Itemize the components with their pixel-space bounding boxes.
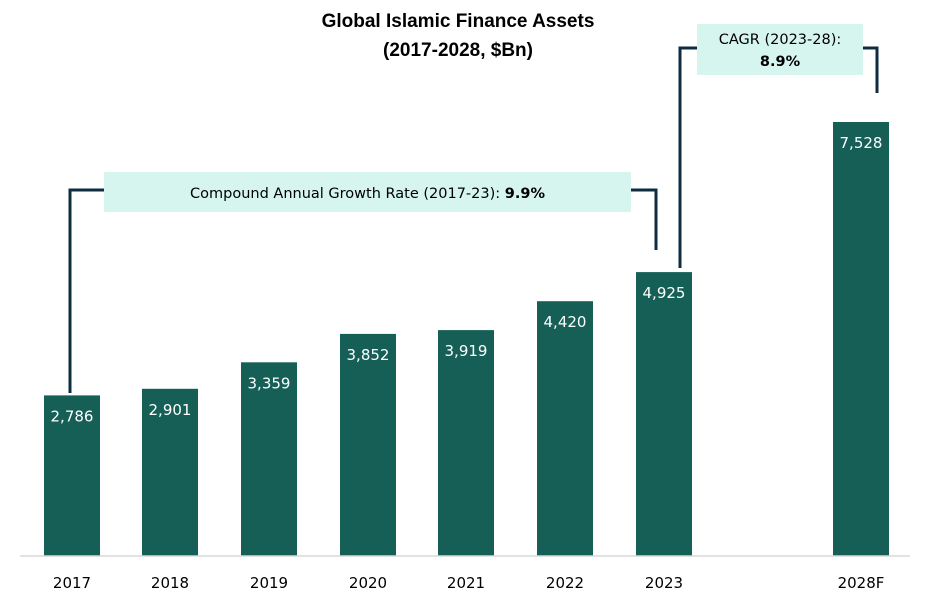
bar-2028f (833, 122, 889, 556)
bar-value-label-2019: 3,359 (248, 374, 291, 392)
cagr-2023-28-annotation: CAGR (2023-28): 8.9% (697, 24, 863, 75)
bar-value-label-2023: 4,925 (643, 284, 686, 302)
cagr-2017-23-value: 9.9% (505, 186, 546, 202)
cagr-2017-23-label: Compound Annual Growth Rate (2017-23): (190, 186, 505, 202)
x-tick-2023: 2023 (645, 574, 683, 592)
cagr-2023-28-value: 8.9% (760, 54, 801, 70)
bar-value-label-2017: 2,786 (51, 407, 94, 425)
bar-2021 (438, 330, 494, 556)
bar-value-label-2028f: 7,528 (840, 134, 883, 152)
chart-title-line-2: (2017-2028, $Bn) (383, 40, 533, 61)
bar-2018 (142, 388, 198, 556)
bar-value-label-2021: 3,919 (445, 342, 488, 360)
bar-2022 (537, 301, 593, 556)
cagr-2017-23-text: Compound Annual Growth Rate (2017-23): 9… (190, 186, 545, 202)
x-tick-2020: 2020 (349, 574, 387, 592)
bar-value-label-2018: 2,901 (149, 401, 192, 419)
bar-value-label-2020: 3,852 (347, 346, 390, 364)
bar-2020 (340, 333, 396, 556)
cagr-brackets (68, 46, 879, 393)
chart-title-line-1: Global Islamic Finance Assets (322, 11, 595, 32)
cagr-2023-28-label: CAGR (2023-28): (719, 32, 842, 48)
bar-value-label-2022: 4,420 (544, 313, 587, 331)
chart-title: Global Islamic Finance Assets (2017-2028… (322, 11, 595, 61)
bracket-2017-2023 (68, 188, 658, 393)
x-tick-2022: 2022 (546, 574, 584, 592)
cagr-2017-23-box (104, 172, 631, 212)
bracket-2023-2028 (678, 46, 879, 268)
bar-2017 (44, 395, 100, 556)
x-tick-2021: 2021 (447, 574, 485, 592)
x-tick-2018: 2018 (151, 574, 189, 592)
x-tick-2017: 2017 (53, 574, 91, 592)
cagr-2017-23-annotation: Compound Annual Growth Rate (2017-23): 9… (104, 172, 631, 212)
bars-group: 2,786 2,901 3,359 3,852 3,919 4,420 4,925 7,528 (44, 122, 889, 556)
x-tick-labels: 2017 2018 2019 2020 2021 2022 2023 2028F (53, 574, 885, 592)
bar-2019 (241, 362, 297, 556)
x-tick-2019: 2019 (250, 574, 288, 592)
cagr-2023-28-box (697, 24, 863, 75)
bar-2023 (636, 272, 692, 556)
x-tick-2028f: 2028F (838, 574, 885, 592)
